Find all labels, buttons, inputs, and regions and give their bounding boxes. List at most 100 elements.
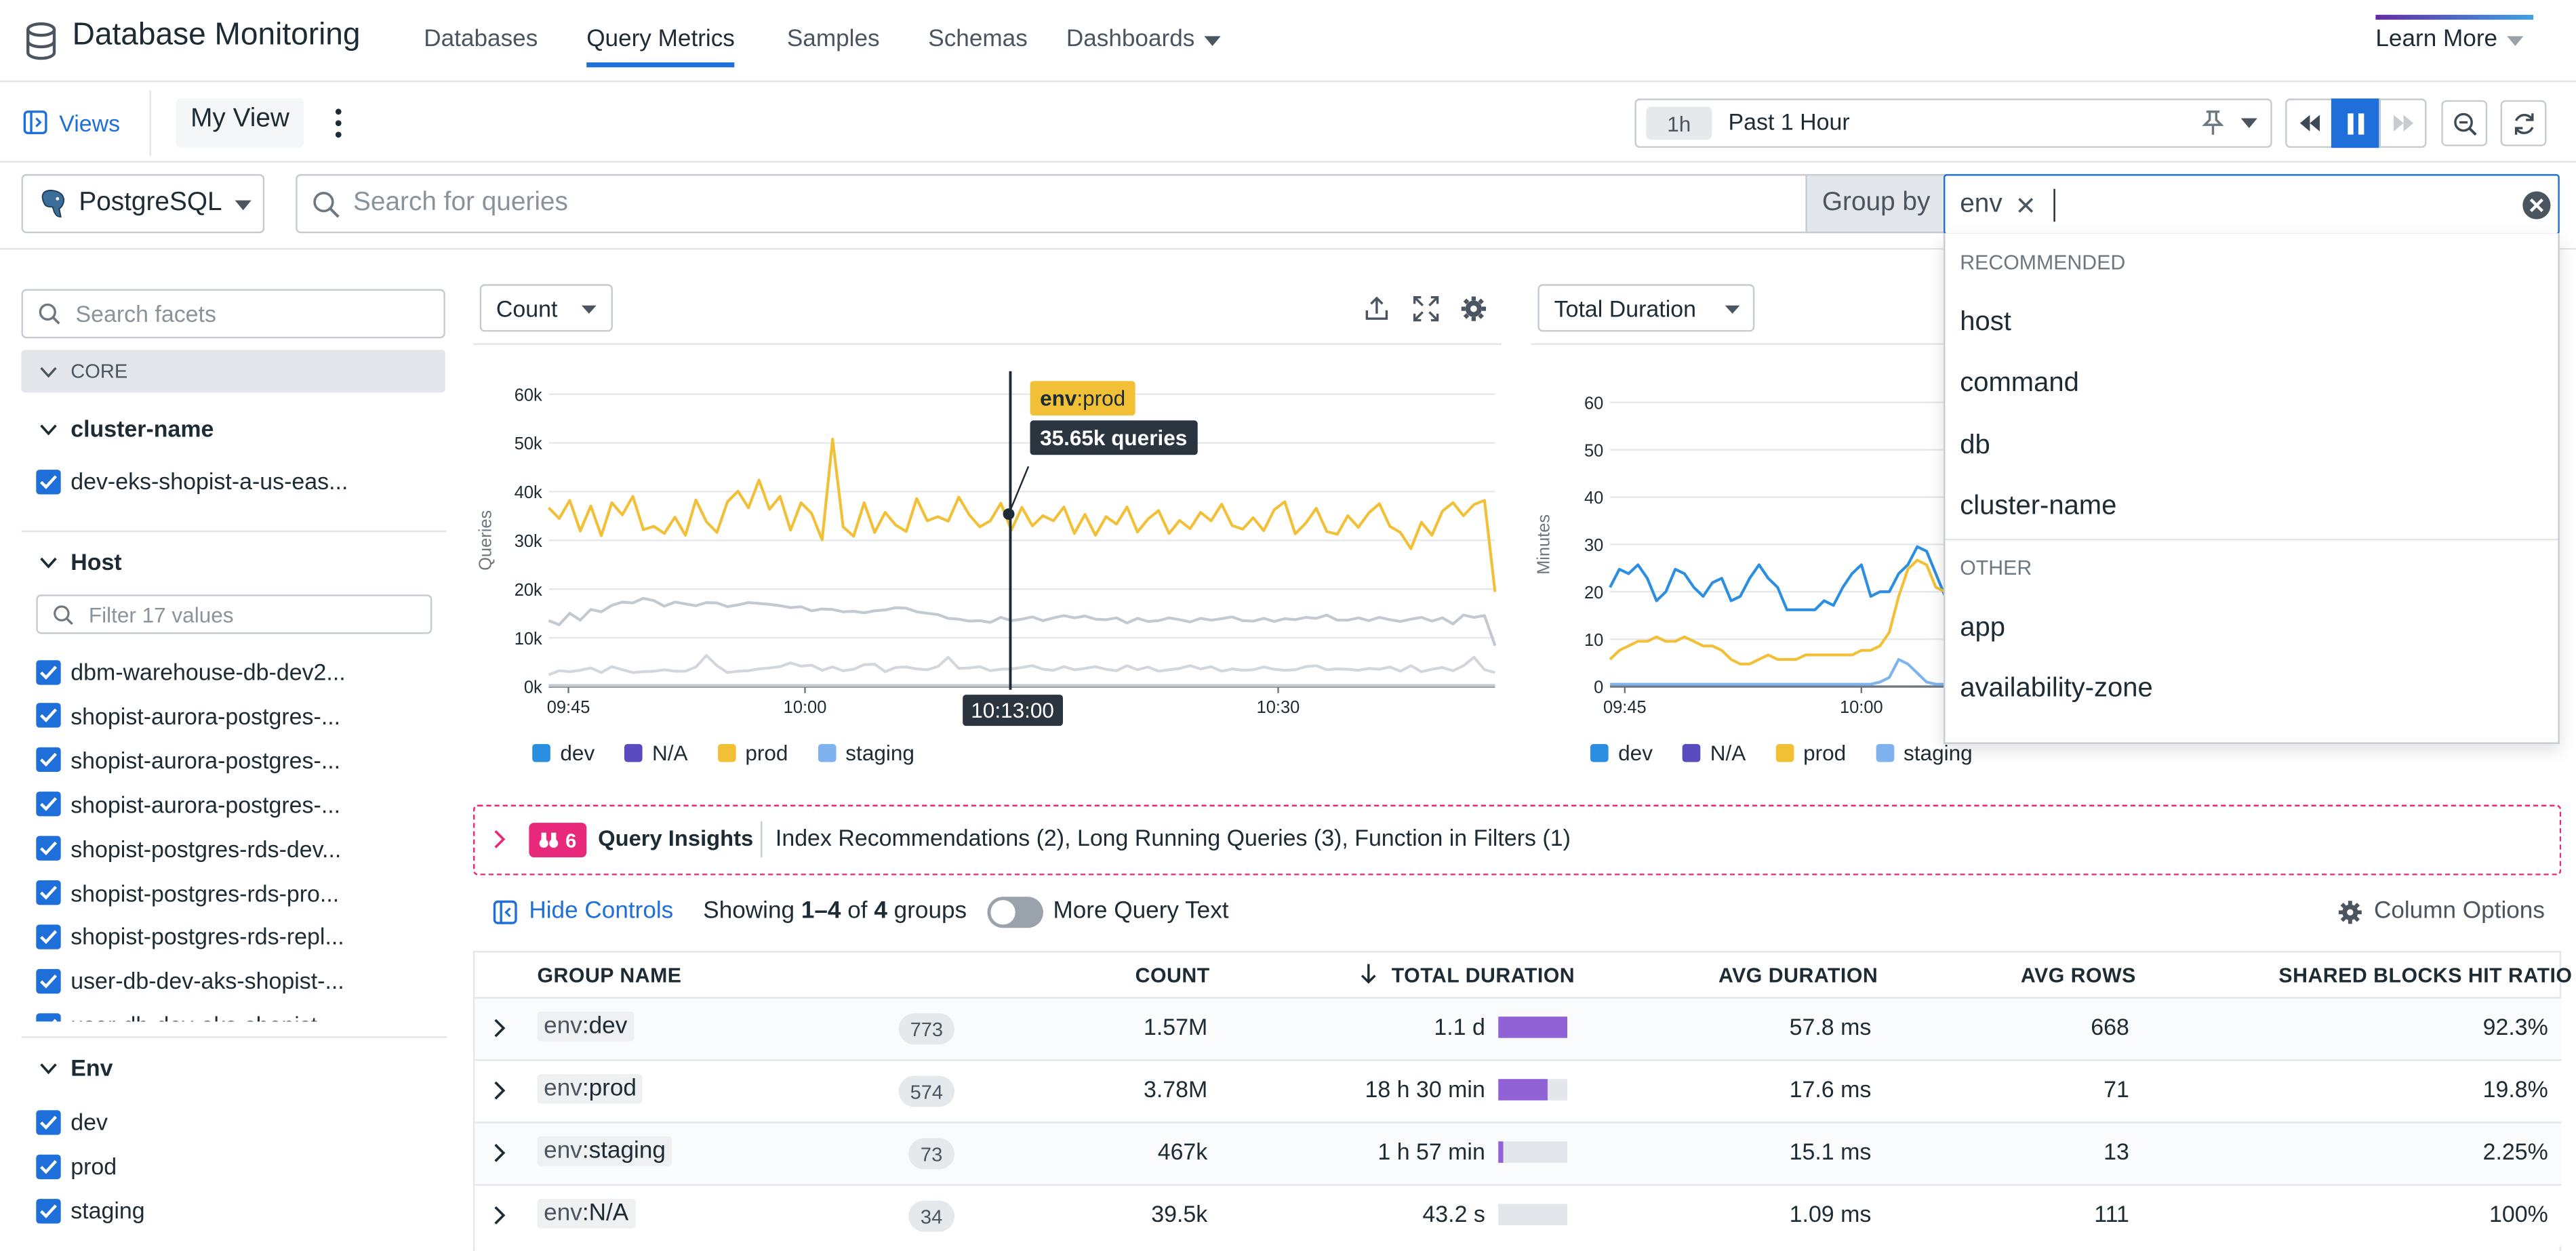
pause-button[interactable] xyxy=(2331,98,2381,148)
metric-select[interactable]: Count xyxy=(479,284,613,332)
zoom-out-button[interactable] xyxy=(2441,100,2488,146)
checkbox[interactable] xyxy=(36,792,61,817)
option-db[interactable]: db xyxy=(1960,430,1990,460)
cluster-name-facet-title[interactable]: cluster-name xyxy=(71,415,214,442)
chevron-right-icon[interactable] xyxy=(493,1206,506,1225)
series-line-prod[interactable] xyxy=(547,437,1497,592)
tab-samples[interactable]: Samples xyxy=(786,26,880,53)
column-options-button[interactable]: Column Options xyxy=(2373,898,2545,925)
chevron-right-icon[interactable] xyxy=(493,1081,506,1101)
checkbox[interactable] xyxy=(36,968,61,993)
series-line-staging[interactable] xyxy=(1610,657,1946,686)
legend-item[interactable]: prod xyxy=(717,741,788,765)
facet-item[interactable]: dev xyxy=(36,1109,108,1135)
fast-forward-button[interactable] xyxy=(2379,98,2427,148)
table-row[interactable] xyxy=(475,1184,2562,1247)
checkbox[interactable] xyxy=(36,1197,61,1223)
chevron-right-icon[interactable] xyxy=(493,829,506,849)
tab-dashboards[interactable]: Dashboards xyxy=(1066,26,1195,53)
more-options-icon[interactable] xyxy=(335,108,342,138)
group-by-input[interactable]: env xyxy=(1944,173,2560,235)
metric-select[interactable]: Total Duration xyxy=(1537,284,1755,332)
legend-item[interactable]: N/A xyxy=(624,741,688,765)
option-cluster-name[interactable]: cluster-name xyxy=(1960,491,2117,521)
facet-item[interactable]: user-db-dev-aks-shopist-... xyxy=(36,1012,344,1022)
checkbox[interactable] xyxy=(36,1012,61,1022)
col-shared-blocks-hit-ratio[interactable]: SHARED BLOCKS HIT RATIO xyxy=(2278,964,2573,987)
checkbox[interactable] xyxy=(36,1153,61,1178)
gear-icon[interactable] xyxy=(1460,295,1487,322)
legend-item[interactable]: dev xyxy=(532,741,595,765)
tab-schemas[interactable]: Schemas xyxy=(928,26,1028,53)
checkbox[interactable] xyxy=(36,747,61,773)
legend-item[interactable]: dev xyxy=(1590,741,1653,765)
facet-item[interactable]: shopist-aurora-postgres-... xyxy=(36,703,340,729)
chevron-down-icon[interactable] xyxy=(1203,35,1222,47)
series-line-staging[interactable] xyxy=(548,596,1497,647)
group-name[interactable]: env:dev xyxy=(537,1011,635,1042)
option-command[interactable]: command xyxy=(1960,367,2079,398)
checkbox[interactable] xyxy=(36,880,61,905)
chevron-down-icon[interactable] xyxy=(39,1063,58,1074)
group-name[interactable]: env:staging xyxy=(537,1136,672,1166)
legend-item[interactable]: staging xyxy=(1875,741,1973,765)
facet-search-input[interactable]: Search facets xyxy=(21,289,445,339)
chevron-right-icon[interactable] xyxy=(493,1019,506,1038)
tab-databases[interactable]: Databases xyxy=(424,26,538,53)
legend-item[interactable]: prod xyxy=(1775,741,1846,765)
checkbox[interactable] xyxy=(36,836,61,861)
host-filter-input[interactable]: Filter 17 values xyxy=(36,594,432,634)
hide-controls-icon[interactable] xyxy=(493,900,517,924)
checkbox[interactable] xyxy=(36,703,61,729)
facet-item[interactable]: shopist-aurora-postgres-... xyxy=(36,791,340,817)
facet-item[interactable]: shopist-postgres-rds-dev... xyxy=(36,836,341,861)
my-view-title[interactable]: My View xyxy=(190,105,289,134)
col-avg-duration[interactable]: AVG DURATION xyxy=(1718,964,1878,987)
clear-icon[interactable] xyxy=(2522,190,2552,220)
facet-item[interactable]: prod xyxy=(36,1153,117,1179)
facet-item[interactable]: shopist-postgres-rds-repl... xyxy=(36,924,344,950)
learn-more-button[interactable]: Learn More xyxy=(2375,26,2498,53)
chevron-right-icon[interactable] xyxy=(493,1143,506,1163)
group-name[interactable]: env:N/A xyxy=(537,1199,635,1229)
total-duration-chart[interactable]: 60 50 40 30 20 10 0 Minutes 09:45 10:00 xyxy=(1531,361,1946,733)
gear-icon[interactable] xyxy=(2338,900,2362,924)
col-group-name[interactable]: GROUP NAME xyxy=(537,964,682,987)
facet-item[interactable]: shopist-postgres-rds-pro... xyxy=(36,880,339,906)
views-panel-icon[interactable] xyxy=(23,110,47,134)
query-insights-banner[interactable] xyxy=(472,804,2562,876)
checkbox[interactable] xyxy=(36,924,61,949)
chevron-down-icon[interactable] xyxy=(39,557,58,569)
query-count-chart[interactable]: 60k 50k 40k 30k 20k 10k 0k Queries 09:45 10:00 10:… xyxy=(473,361,1508,733)
remove-tag-icon[interactable] xyxy=(2017,197,2034,213)
host-facet-title[interactable]: Host xyxy=(71,548,122,575)
pin-icon[interactable] xyxy=(2201,110,2224,136)
chevron-down-icon[interactable] xyxy=(39,424,58,436)
series-line-dev[interactable] xyxy=(548,654,1495,676)
insights-summary[interactable]: Index Recommendations (2), Long Running … xyxy=(775,824,1571,851)
facet-item[interactable]: staging xyxy=(36,1197,145,1224)
database-type-select[interactable]: PostgreSQL xyxy=(21,173,265,234)
hide-controls-button[interactable]: Hide Controls xyxy=(529,898,674,925)
legend-item[interactable]: staging xyxy=(818,741,914,765)
chevron-down-icon[interactable] xyxy=(2239,117,2259,129)
series-line-dev[interactable] xyxy=(1609,545,1946,611)
sort-descending-icon[interactable] xyxy=(1361,962,1377,985)
col-total-duration[interactable]: TOTAL DURATION xyxy=(1391,964,1575,987)
col-avg-rows[interactable]: AVG ROWS xyxy=(2020,964,2136,987)
option-app[interactable]: app xyxy=(1960,612,2005,642)
chevron-down-icon[interactable] xyxy=(2505,35,2525,47)
views-button[interactable]: Views xyxy=(59,110,121,137)
facet-value[interactable]: dev-eks-shopist-a-us-eas... xyxy=(71,468,348,495)
facet-item[interactable]: dbm-warehouse-db-dev2... xyxy=(36,659,346,685)
tab-query-metrics[interactable]: Query Metrics xyxy=(586,26,735,53)
series-line-prod[interactable] xyxy=(1609,558,1946,665)
more-query-text-toggle[interactable] xyxy=(987,897,1043,928)
rewind-button[interactable] xyxy=(2285,98,2333,148)
export-icon[interactable] xyxy=(1364,295,1390,322)
time-picker[interactable] xyxy=(1634,98,2272,148)
checkbox[interactable] xyxy=(36,1109,61,1134)
facet-item[interactable]: user-db-dev-aks-shopist-... xyxy=(36,968,344,994)
refresh-button[interactable] xyxy=(2500,100,2547,146)
checkbox[interactable] xyxy=(36,470,61,495)
